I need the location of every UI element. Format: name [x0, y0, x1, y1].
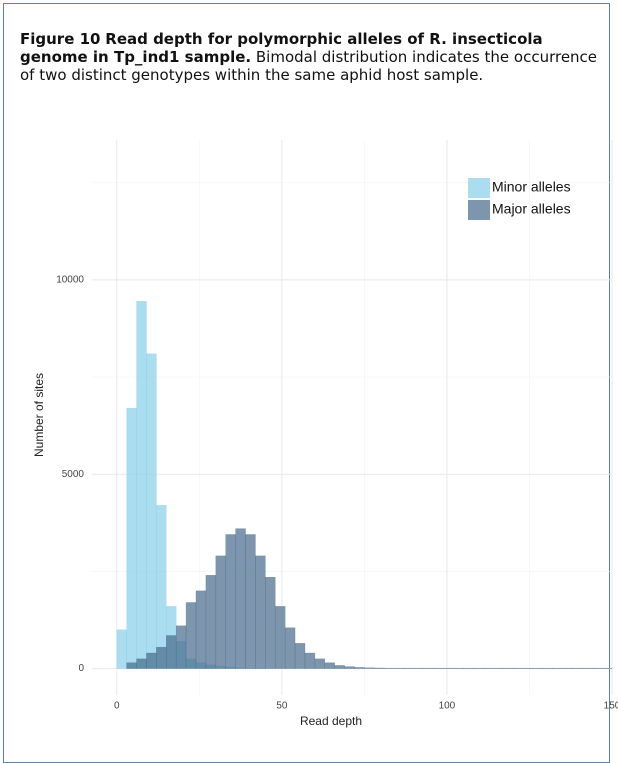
- histogram-bar: [335, 665, 345, 668]
- legend-label: Minor alleles: [492, 179, 571, 195]
- x-tick-label: 100: [439, 701, 456, 712]
- histogram-bar: [295, 643, 305, 668]
- histogram-bar: [236, 529, 246, 669]
- histogram-bar: [117, 630, 127, 669]
- histogram-bar: [285, 628, 295, 669]
- x-tick-label: 0: [114, 701, 120, 712]
- histogram-bar: [127, 663, 137, 669]
- histogram-bar: [137, 301, 147, 668]
- y-tick-label: 0: [78, 663, 84, 674]
- legend-label: Major alleles: [492, 201, 571, 217]
- histogram-bar: [156, 647, 166, 668]
- histogram-bar: [166, 636, 176, 669]
- x-axis-label: Read depth: [300, 714, 362, 728]
- histogram-bar: [364, 668, 374, 669]
- histogram-bar: [146, 354, 156, 669]
- legend-swatch: [468, 200, 490, 220]
- histogram-bar: [137, 659, 147, 669]
- histogram-bar: [255, 556, 265, 669]
- histogram-bar: [305, 653, 315, 669]
- legend-swatch: [468, 178, 490, 198]
- histogram-bar: [127, 408, 137, 668]
- histogram-bar: [345, 667, 355, 669]
- histogram-bar: [325, 663, 335, 669]
- histogram-bar: [265, 577, 275, 668]
- y-axis-label: Number of sites: [32, 373, 46, 457]
- histogram-bar: [354, 667, 364, 668]
- histogram-bar: [246, 534, 256, 668]
- histogram-bar: [186, 603, 196, 669]
- histogram-bar: [216, 556, 226, 669]
- histogram-bar: [156, 505, 166, 668]
- x-tick-label: 50: [276, 701, 288, 712]
- histogram-bar: [275, 606, 285, 668]
- histogram-bar: [374, 668, 384, 669]
- histogram-bar: [196, 591, 206, 669]
- y-tick-label: 5000: [62, 469, 85, 480]
- histogram-bar: [146, 653, 156, 669]
- histogram-bar: [315, 659, 325, 669]
- histogram-bar: [176, 626, 186, 669]
- y-tick-label: 10000: [56, 275, 84, 286]
- histogram-bar: [226, 534, 236, 668]
- histogram-bar: [206, 575, 216, 668]
- x-tick-label: 150: [604, 701, 618, 712]
